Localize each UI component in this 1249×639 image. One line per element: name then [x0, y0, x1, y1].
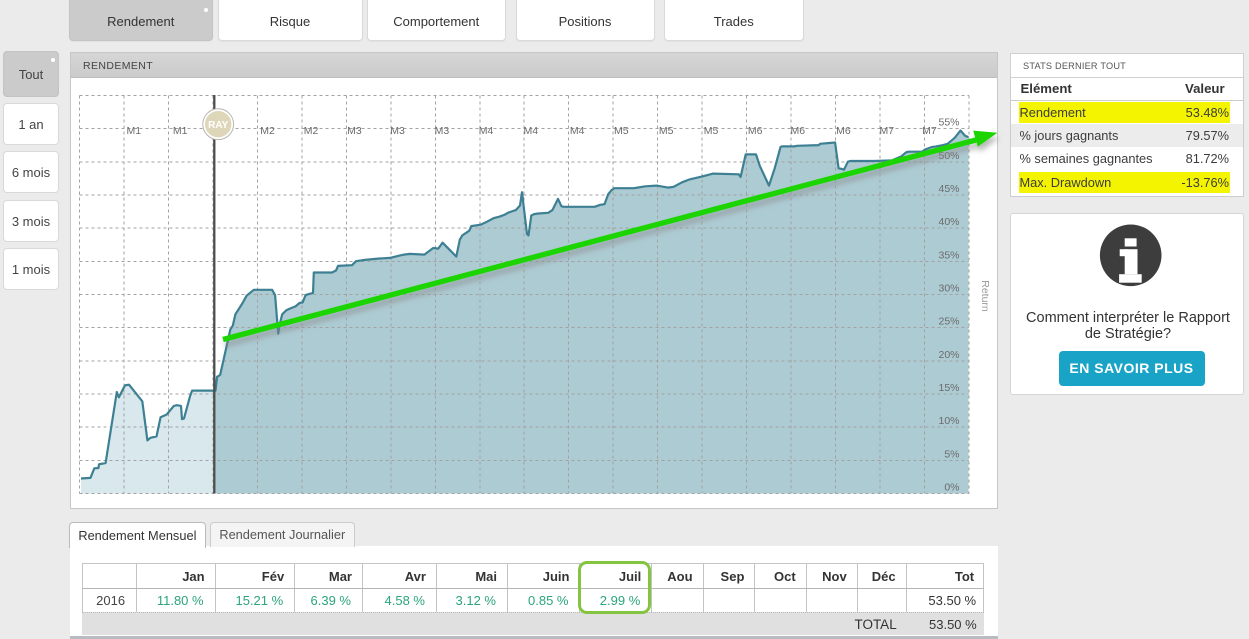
svg-text:45%: 45% [938, 183, 959, 195]
svg-text:RAY: RAY [208, 120, 229, 131]
svg-text:M5: M5 [659, 125, 674, 137]
svg-text:20%: 20% [938, 349, 959, 361]
svg-text:5%: 5% [944, 448, 959, 460]
svg-text:M4: M4 [479, 125, 494, 137]
svg-text:M2: M2 [260, 125, 275, 137]
svg-text:35%: 35% [938, 249, 959, 261]
svg-text:M3: M3 [435, 125, 450, 137]
svg-text:Return: Return [979, 280, 991, 312]
svg-text:15%: 15% [938, 382, 959, 394]
svg-text:M5: M5 [614, 125, 629, 137]
svg-text:M6: M6 [836, 125, 851, 137]
svg-text:M4: M4 [570, 125, 585, 137]
svg-text:M7: M7 [880, 125, 895, 137]
svg-text:M6: M6 [791, 125, 806, 137]
svg-text:30%: 30% [938, 283, 959, 295]
svg-text:M3: M3 [390, 125, 405, 137]
svg-text:50%: 50% [938, 150, 959, 162]
svg-text:M1: M1 [173, 125, 188, 137]
svg-text:M3: M3 [347, 125, 362, 137]
svg-text:40%: 40% [938, 216, 959, 228]
svg-text:10%: 10% [938, 415, 959, 427]
svg-text:M7: M7 [922, 125, 937, 137]
svg-text:M5: M5 [704, 125, 719, 137]
svg-text:25%: 25% [938, 316, 959, 328]
svg-text:M6: M6 [748, 125, 763, 137]
svg-text:M1: M1 [127, 125, 142, 137]
svg-text:0%: 0% [944, 482, 959, 494]
svg-text:M2: M2 [304, 125, 319, 137]
svg-text:M4: M4 [524, 125, 539, 137]
svg-text:55%: 55% [938, 117, 959, 129]
